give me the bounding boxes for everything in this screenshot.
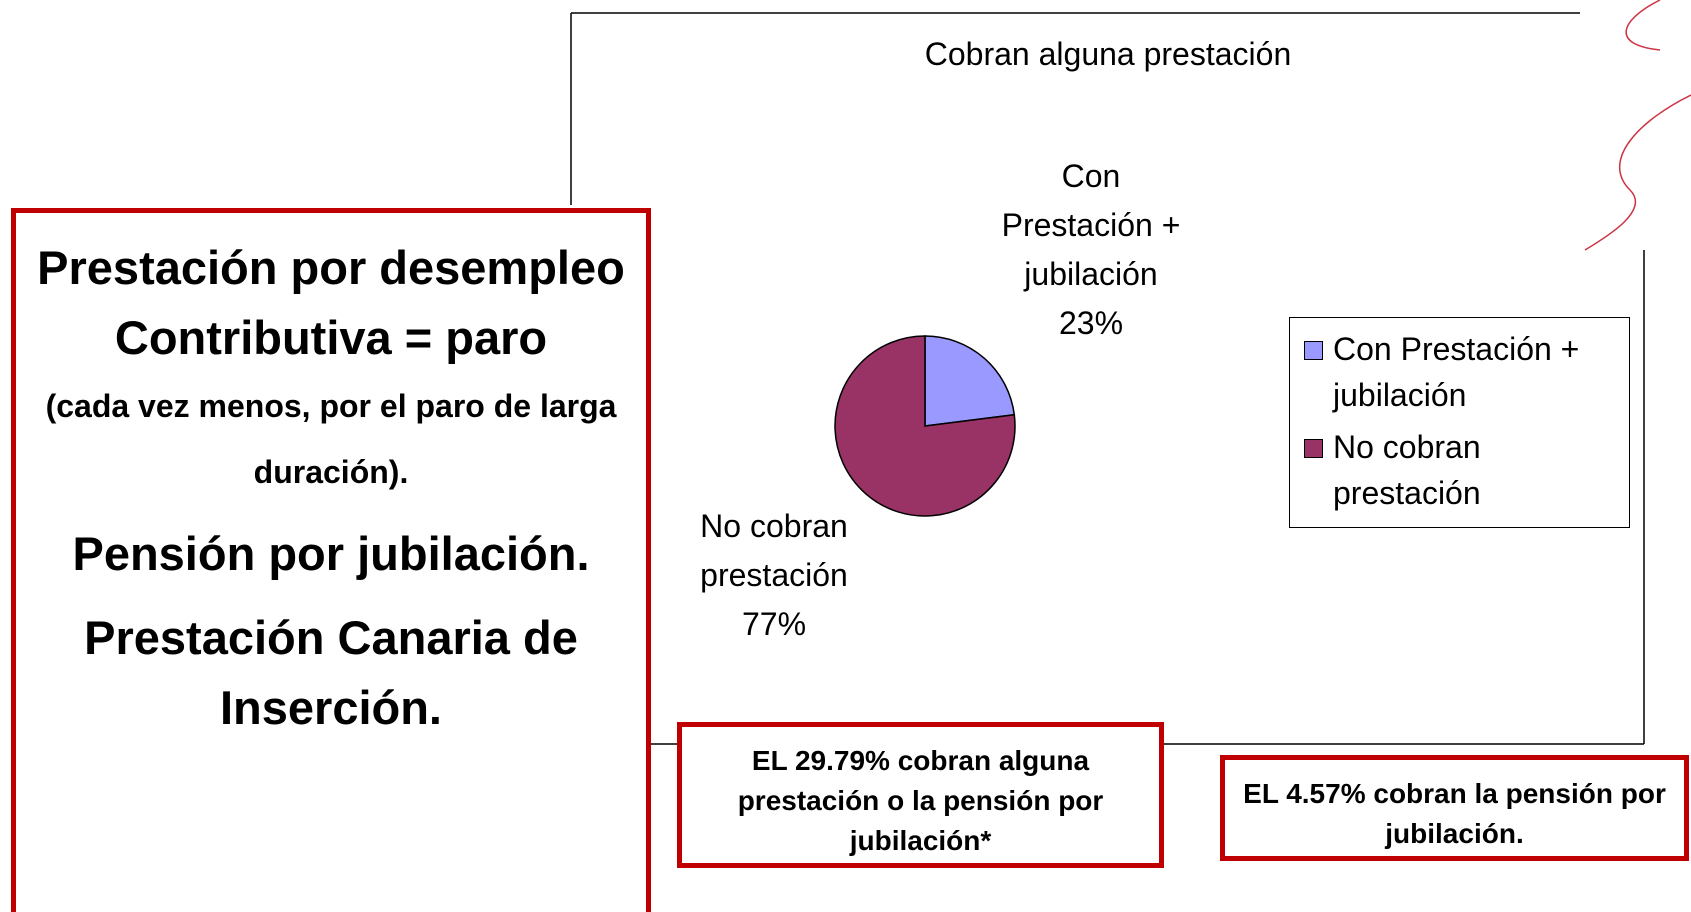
pie xyxy=(834,335,1016,517)
info-box: EL 29.79% cobran alguna prestación o la … xyxy=(677,722,1164,868)
legend-swatch xyxy=(1304,341,1323,360)
legend: Con Prestación + jubilación No cobran pr… xyxy=(1289,317,1630,528)
legend-item: Con Prestación + jubilación xyxy=(1304,326,1619,418)
value-label: 23% xyxy=(1058,305,1124,341)
paragraph: Prestación por desempleo Contributiva = … xyxy=(34,233,628,505)
legend-label: Con Prestación + jubilación xyxy=(1333,331,1580,413)
paragraph: Pensión por jubilación. xyxy=(34,519,628,589)
legend-item: No cobran prestación xyxy=(1304,424,1619,516)
category-label: Con Prestación + jubilación xyxy=(1001,158,1181,292)
chart-title: Cobran alguna prestación xyxy=(924,36,1292,72)
legend-label: No cobran prestación xyxy=(1333,429,1481,511)
left-box: Prestación por desempleo Contributiva = … xyxy=(11,208,651,912)
legend-swatch xyxy=(1304,439,1323,458)
data-label: Con Prestación + jubilación 23% xyxy=(986,152,1196,348)
paragraph: Prestación Canaria de Inserción. xyxy=(34,603,628,743)
category-label: No cobran prestación xyxy=(700,508,848,593)
pie-slice xyxy=(924,335,1016,427)
heading: Prestación Canaria de Inserción. xyxy=(84,611,578,734)
heading: Prestación por desempleo Contributiva = … xyxy=(37,241,625,364)
info-box: EL 4.57% cobran la pensión por jubilació… xyxy=(1220,755,1689,861)
data-label: No cobran prestación 77% xyxy=(674,502,874,649)
value-label: 77% xyxy=(741,606,807,642)
heading: Pensión por jubilación. xyxy=(72,527,590,580)
decoration xyxy=(1584,0,1691,251)
pie-slice xyxy=(834,335,1016,517)
note: (cada vez menos, por el paro de larga du… xyxy=(45,388,617,490)
